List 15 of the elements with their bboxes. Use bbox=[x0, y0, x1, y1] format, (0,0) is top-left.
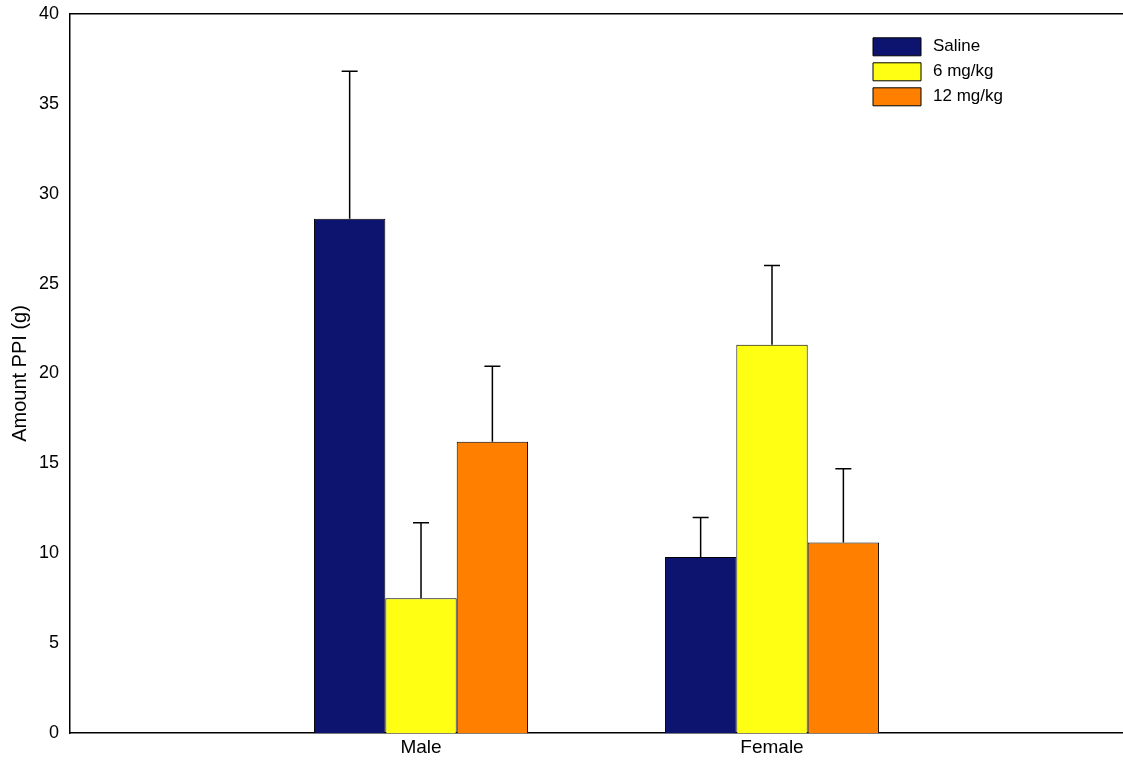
y-axis-title: Amount PPI (g) bbox=[7, 305, 30, 442]
y-tick-label: 25 bbox=[38, 272, 60, 293]
legend-label: Saline bbox=[933, 36, 981, 56]
y-tick-label: 30 bbox=[38, 182, 60, 203]
y-tick-label: 0 bbox=[49, 722, 60, 743]
y-tick-label: 15 bbox=[38, 452, 60, 473]
legend-label: 6 mg/kg bbox=[933, 61, 994, 81]
x-tick-label: Male bbox=[400, 735, 442, 757]
y-tick-label: 5 bbox=[49, 632, 60, 653]
y-tick-label: 35 bbox=[38, 92, 60, 113]
x-tick-label: Female bbox=[740, 735, 804, 757]
legend-label: 12 mg/kg bbox=[933, 86, 1003, 106]
y-tick-label: 20 bbox=[38, 362, 60, 383]
y-tick-label: 10 bbox=[38, 542, 60, 563]
y-tick-label: 40 bbox=[38, 2, 60, 23]
